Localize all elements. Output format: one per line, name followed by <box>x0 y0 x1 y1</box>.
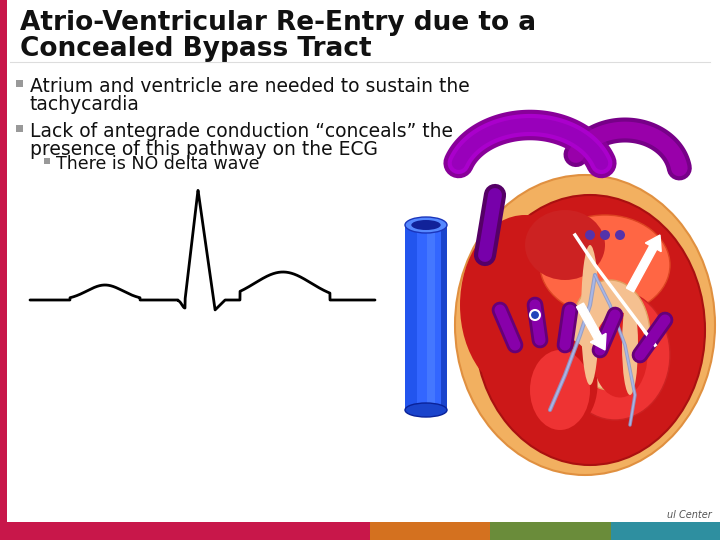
Text: Atrium and ventricle are needed to sustain the: Atrium and ventricle are needed to susta… <box>30 77 469 96</box>
Ellipse shape <box>570 280 650 390</box>
Bar <box>417 225 427 410</box>
Text: tachycardia: tachycardia <box>30 95 140 114</box>
Ellipse shape <box>560 290 670 420</box>
Ellipse shape <box>622 295 638 395</box>
Circle shape <box>600 230 610 240</box>
Text: Lack of antegrade conduction “conceals” the: Lack of antegrade conduction “conceals” … <box>30 122 453 141</box>
Bar <box>427 225 435 410</box>
Ellipse shape <box>411 220 441 230</box>
Bar <box>0 0 7 522</box>
Text: Concealed Bypass Tract: Concealed Bypass Tract <box>20 36 372 62</box>
Circle shape <box>530 310 540 320</box>
Text: There is NO delta wave: There is NO delta wave <box>56 155 259 173</box>
FancyArrow shape <box>626 235 661 292</box>
Ellipse shape <box>475 195 705 465</box>
Bar <box>44 158 50 164</box>
Ellipse shape <box>581 245 599 385</box>
Ellipse shape <box>593 313 647 397</box>
Text: ul Center: ul Center <box>667 510 712 520</box>
Bar <box>16 80 23 87</box>
Bar <box>405 225 417 410</box>
Ellipse shape <box>540 215 670 315</box>
Ellipse shape <box>405 217 447 233</box>
Ellipse shape <box>405 403 447 417</box>
Ellipse shape <box>455 175 715 475</box>
Circle shape <box>585 230 595 240</box>
Ellipse shape <box>530 350 590 430</box>
Bar <box>370 522 490 540</box>
Bar <box>16 125 23 132</box>
Ellipse shape <box>525 210 605 280</box>
Bar <box>0 522 370 540</box>
FancyArrow shape <box>577 303 606 350</box>
Bar <box>611 522 720 540</box>
Bar <box>490 522 611 540</box>
Text: presence of this pathway on the ECG: presence of this pathway on the ECG <box>30 140 378 159</box>
Text: Atrio-Ventricular Re-Entry due to a: Atrio-Ventricular Re-Entry due to a <box>20 10 536 36</box>
Ellipse shape <box>460 215 590 395</box>
Bar <box>435 225 441 410</box>
Bar <box>441 225 447 410</box>
Ellipse shape <box>513 335 598 435</box>
Circle shape <box>615 230 625 240</box>
